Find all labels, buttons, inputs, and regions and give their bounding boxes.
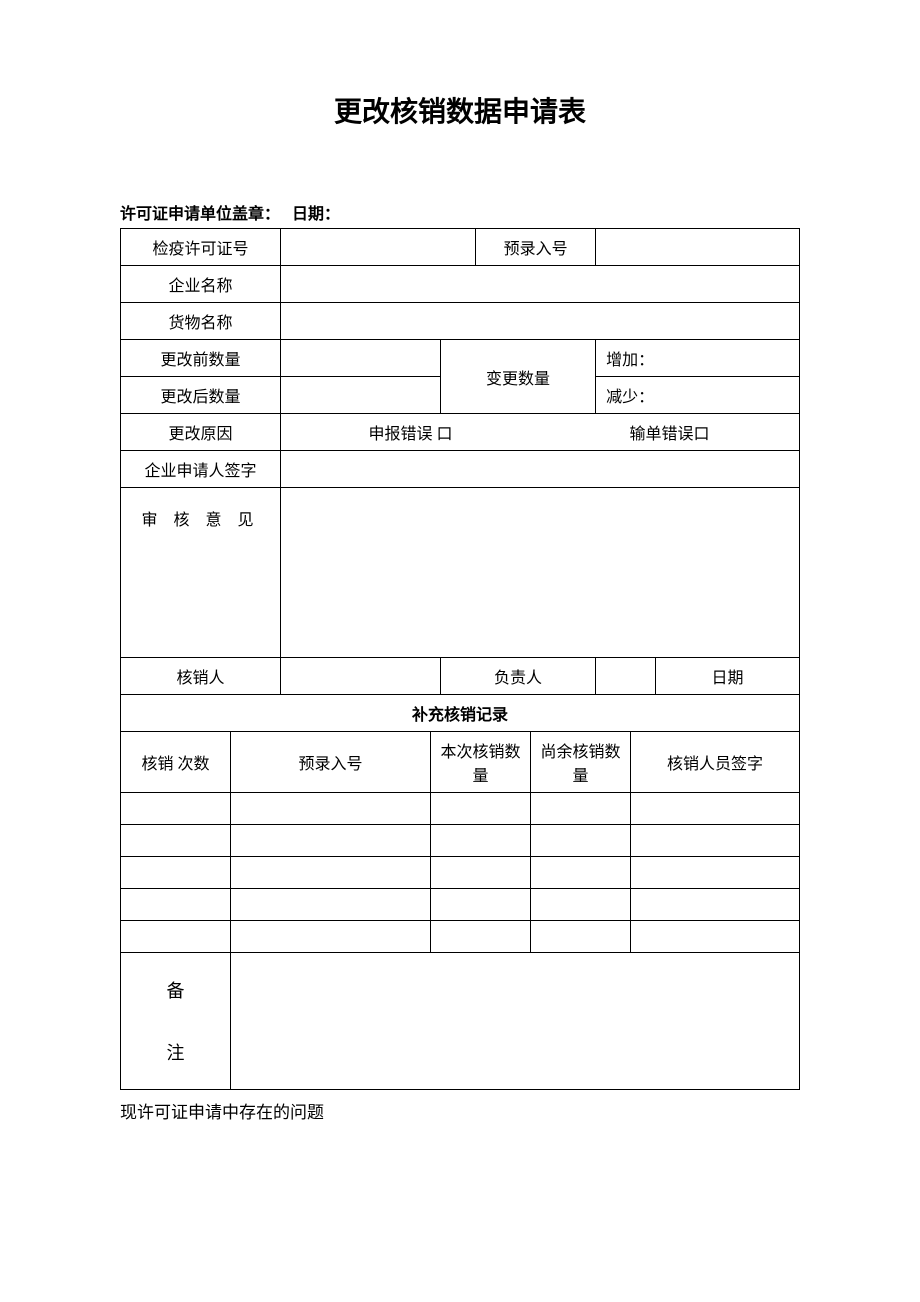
col-count: 核销 次数 [121,732,231,793]
record-row [121,889,800,921]
record-row [121,825,800,857]
verifier-value [281,658,441,695]
form-title: 更改核销数据申请表 [120,90,800,130]
company-value [281,266,800,303]
remarks-c2: 注 [167,1039,185,1065]
decrease-label: 减少： [596,377,800,414]
applicant-sign-label: 企业申请人签字 [121,451,281,488]
permit-no-value [281,229,476,266]
applicant-sign-value [281,451,800,488]
pre-entry-label: 预录入号 [476,229,596,266]
reason-opt2: 输单错误口 [540,420,799,444]
manager-label: 负责人 [441,658,596,695]
record-row [121,793,800,825]
review-value [281,488,800,658]
qty-after-label: 更改后数量 [121,377,281,414]
col-pre-no: 预录入号 [231,732,431,793]
date-label: 日期： [292,206,340,223]
review-date-label: 日期 [656,658,800,695]
pre-entry-value [596,229,800,266]
reason-options: 申报错误 口 输单错误口 [281,414,800,451]
stamp-label: 许可证申请单位盖章： [120,206,280,223]
reason-opt1: 申报错误 口 [281,420,540,444]
section2-title: 补充核销记录 [121,695,800,732]
remarks-label: 备 注 [121,953,231,1090]
record-table: 核销 次数 预录入号 本次核销数量 尚余核销数量 核销人员签字 备 注 [120,732,800,1090]
col-sign: 核销人员签字 [631,732,800,793]
qty-after-value [281,377,441,414]
record-row [121,857,800,889]
goods-label: 货物名称 [121,303,281,340]
qty-before-label: 更改前数量 [121,340,281,377]
goods-value [281,303,800,340]
review-label: 审 核 意 见 [121,488,281,658]
header-line: 许可证申请单位盖章： 日期： [120,200,800,224]
change-qty-label: 变更数量 [441,340,596,414]
remarks-c1: 备 [167,977,185,1003]
qty-before-value [281,340,441,377]
footer-text: 现许可证申请中存在的问题 [120,1098,800,1123]
col-remain-qty: 尚余核销数量 [531,732,631,793]
record-row [121,921,800,953]
increase-label: 增加： [596,340,800,377]
permit-no-label: 检疫许可证号 [121,229,281,266]
col-this-qty: 本次核销数量 [431,732,531,793]
remarks-value [231,953,800,1090]
manager-value [596,658,656,695]
company-label: 企业名称 [121,266,281,303]
reason-label: 更改原因 [121,414,281,451]
main-form-table: 检疫许可证号 预录入号 企业名称 货物名称 更改前数量 变更数量 增加： 更改后… [120,228,800,732]
verifier-label: 核销人 [121,658,281,695]
